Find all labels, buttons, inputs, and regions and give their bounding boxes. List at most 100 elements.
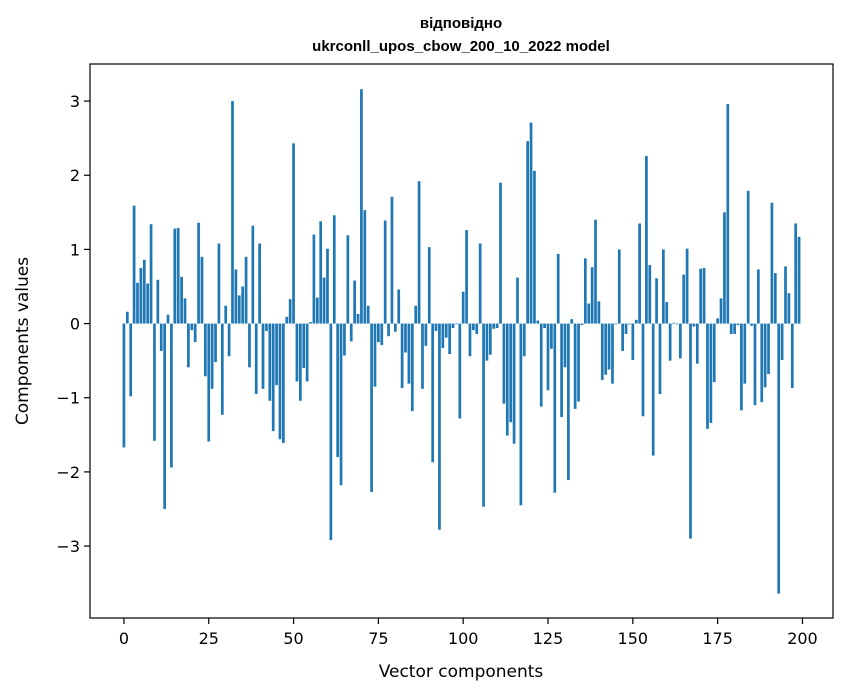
bar [573,323,577,409]
bar [553,323,557,493]
bar [349,323,353,342]
bar [628,323,631,325]
bar [617,249,621,324]
bar [767,323,770,374]
bar [689,323,692,539]
bar [220,323,224,415]
bar [729,323,733,334]
bar [658,323,662,395]
bar [583,258,587,324]
bar [407,323,411,384]
bar [363,210,367,324]
bar [444,323,448,338]
bar [200,256,204,324]
y-tick-label: −3 [56,537,80,556]
bar [641,323,645,417]
bar [353,280,356,324]
bar [563,323,567,368]
bar [254,323,258,395]
bar [577,323,580,402]
bar [790,323,794,389]
bar [478,243,482,324]
bar [502,323,506,404]
bar [594,219,597,324]
bar [373,323,377,387]
x-tick-label: 175 [702,629,733,648]
bar [207,323,211,442]
bar [614,323,618,325]
y-tick-label: −2 [56,463,80,482]
bar [631,323,635,360]
bar [417,181,421,324]
y-axis-ticks: −3 −2 −1 0 1 2 3 [56,92,90,556]
bar [166,314,170,324]
bar [173,228,177,324]
bar [176,227,180,324]
bar [295,323,299,382]
bar [393,323,397,332]
bar [248,323,251,368]
bar [146,283,150,324]
bar [227,323,231,357]
bar [346,235,350,324]
bar [482,323,485,507]
bar [410,323,414,412]
bar [621,323,625,352]
bar [288,299,292,324]
bar [634,319,638,324]
x-axis-ticks: 0 25 50 75 100 125 150 175 200 [119,618,818,648]
bar [519,323,523,506]
bar [149,224,153,324]
bar [434,323,438,331]
bar [451,323,455,329]
bar [763,323,767,388]
bar [784,266,787,324]
bar [319,221,323,324]
bar [217,243,221,324]
bar [448,323,451,354]
bar [214,323,217,363]
bar [258,243,261,324]
y-tick-label: 2 [70,166,80,185]
bar [587,303,591,324]
bar [261,323,265,389]
bar [726,104,730,324]
bar [733,323,736,334]
x-tick-label: 25 [199,629,219,648]
x-tick-label: 0 [119,629,129,648]
bar [723,212,726,324]
bar [580,323,584,326]
bar [526,141,530,324]
bar [655,278,658,324]
bar [455,323,458,325]
bar [702,267,706,324]
bar [485,323,489,361]
plot-frame [89,63,834,619]
y-tick-label: −1 [56,389,80,408]
bar [326,248,329,324]
bar [695,323,699,364]
bar [224,305,228,324]
bar [193,323,197,343]
bar [438,323,441,530]
bar [380,323,384,346]
bar [797,236,801,324]
chart-title-line2: ukrconll_upos_cbow_200_10_2022 model [312,38,610,55]
bar [777,323,781,594]
bar [648,264,652,324]
bar [492,323,496,329]
bar [305,323,309,382]
bar [278,323,282,440]
bar [231,101,234,324]
x-tick-label: 50 [283,629,303,648]
bar [743,323,747,384]
bar [624,323,628,334]
bar [509,323,513,423]
y-tick-label: 1 [70,240,80,259]
bar [309,322,312,324]
bar [190,323,194,331]
bar [539,323,543,407]
bar [770,202,774,324]
bar [472,323,475,331]
bar [709,323,713,423]
